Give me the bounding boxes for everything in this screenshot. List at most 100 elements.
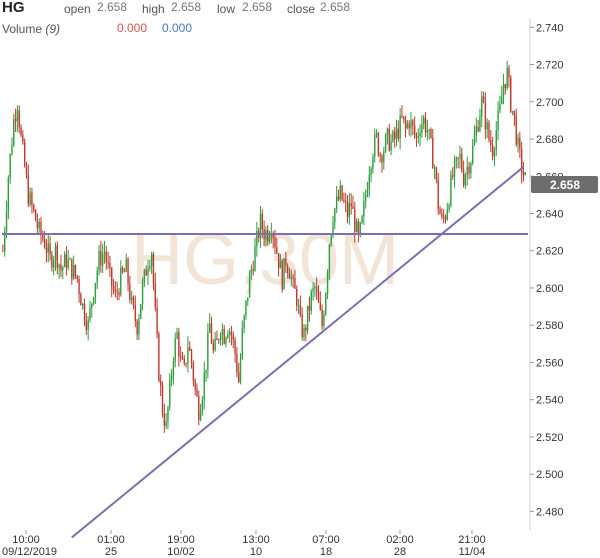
candle (452, 167, 454, 180)
candle (248, 270, 251, 298)
candle (163, 403, 166, 433)
candle (403, 116, 405, 124)
candle (198, 390, 200, 426)
candle (355, 218, 358, 233)
candle (23, 138, 26, 168)
candle (80, 292, 82, 306)
y-tick-label: 2.580 (536, 320, 564, 332)
candle (51, 250, 53, 272)
candle (323, 310, 325, 329)
x-tick-time: 19:00 (167, 534, 195, 546)
candle (317, 285, 320, 303)
candle (352, 195, 354, 209)
candle (145, 265, 147, 276)
candle (437, 172, 439, 215)
y-tick-label: 2.640 (536, 208, 564, 220)
candle (174, 332, 176, 368)
candle (150, 251, 153, 275)
candle (161, 381, 164, 418)
candle (42, 230, 44, 243)
candle (484, 92, 487, 140)
candle (254, 237, 256, 272)
candle (401, 105, 403, 119)
candle (314, 283, 316, 298)
candle (375, 129, 378, 138)
candle (399, 108, 401, 150)
candle (172, 357, 175, 385)
candle (4, 226, 6, 257)
candle (471, 139, 474, 166)
candle (5, 200, 8, 239)
candle (522, 161, 525, 182)
candle (325, 291, 327, 317)
candle (461, 147, 463, 173)
candle (341, 184, 343, 202)
candle (71, 258, 73, 285)
x-tick-date: 25 (105, 546, 117, 558)
candle (38, 218, 40, 233)
candle (154, 272, 156, 312)
candle (468, 161, 470, 180)
candle (16, 105, 19, 132)
volume-value-1: 0.000 (117, 21, 148, 35)
candle (519, 131, 521, 158)
candle (404, 115, 407, 138)
candle (181, 351, 184, 360)
candle (141, 277, 144, 311)
candle (442, 209, 445, 224)
candle (100, 240, 102, 273)
x-tick-time: 10:00 (12, 534, 40, 546)
y-tick-label: 2.740 (536, 22, 564, 34)
candle (192, 360, 195, 387)
candle (479, 108, 481, 133)
candle (424, 112, 427, 137)
candle (393, 126, 396, 148)
candle (486, 118, 488, 139)
candle (397, 120, 400, 142)
candle (109, 255, 111, 277)
candle (158, 331, 160, 383)
candle (350, 193, 352, 215)
candle (459, 145, 461, 169)
candle (473, 125, 476, 146)
candle (415, 132, 418, 147)
candle (432, 128, 434, 169)
candle (286, 263, 289, 279)
candle (321, 304, 323, 331)
candle (392, 129, 394, 144)
candle (417, 128, 419, 144)
candle (9, 153, 11, 184)
close-value: 2.658 (320, 0, 351, 14)
candle (111, 266, 113, 298)
x-tick-date: 18 (320, 546, 332, 558)
candle (65, 246, 68, 276)
candle (52, 255, 55, 276)
candle (428, 128, 430, 140)
volume-title: Volume (2, 22, 43, 36)
candle (69, 256, 71, 260)
candle (241, 320, 244, 361)
candle (377, 131, 380, 157)
candle (464, 172, 467, 189)
candle (345, 193, 347, 213)
candle (379, 151, 381, 163)
candle (210, 316, 213, 345)
candle (236, 347, 238, 378)
y-tick-label: 2.680 (536, 134, 564, 146)
candle (223, 325, 225, 345)
candle (94, 282, 97, 304)
candle (47, 233, 49, 263)
candle (20, 124, 22, 138)
candle (423, 114, 425, 130)
candle (130, 290, 133, 305)
candle (450, 170, 452, 208)
candle (190, 348, 193, 369)
candle (252, 260, 254, 276)
candle (441, 208, 443, 220)
x-tick-time: 13:00 (242, 534, 270, 546)
candle (470, 161, 472, 179)
candle (348, 193, 351, 225)
candle (7, 175, 10, 220)
